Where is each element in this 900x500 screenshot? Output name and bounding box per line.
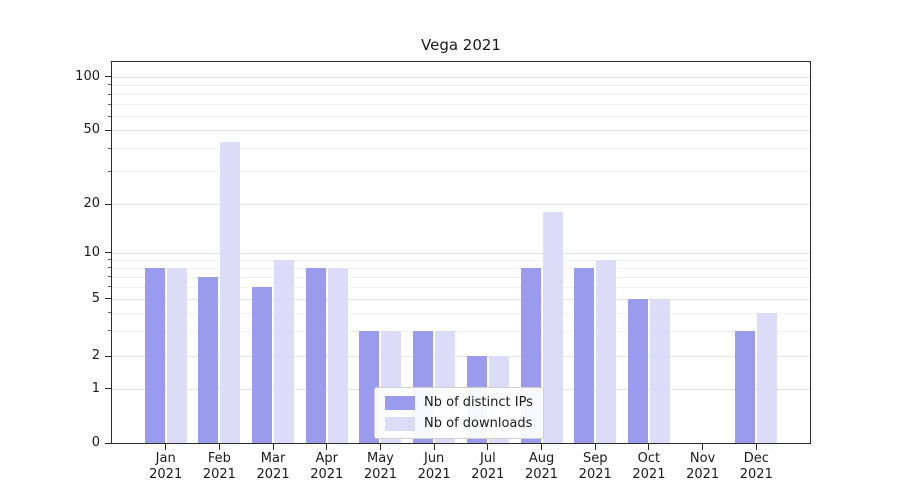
x-tick-label: Jun 2021 — [417, 451, 451, 482]
minor-gridline — [112, 312, 810, 314]
x-tick-label: May 2021 — [363, 451, 397, 482]
legend-swatch-distinct-ips — [385, 395, 415, 410]
y-tick-label: 5 — [91, 290, 100, 306]
minor-gridline — [112, 267, 810, 269]
x-tick-mark — [702, 444, 704, 450]
minor-gridline — [112, 84, 810, 86]
legend-swatch-downloads — [385, 416, 415, 431]
bar-downloads — [220, 142, 241, 443]
x-tick-label: Aug 2021 — [524, 451, 559, 482]
x-tick-mark — [594, 444, 596, 450]
legend-item: Nb of downloads — [385, 416, 533, 431]
y-tick-mark — [105, 355, 111, 357]
x-tick-mark — [648, 444, 650, 450]
legend: Nb of distinct IPs Nb of downloads — [374, 387, 544, 439]
x-tick-label: Oct 2021 — [632, 451, 666, 482]
x-tick-mark — [326, 444, 328, 450]
x-tick-label: Jan 2021 — [149, 451, 183, 482]
bar-distinct-ips — [627, 298, 648, 443]
x-tick-label: Sep 2021 — [578, 451, 612, 482]
x-tick-mark — [541, 444, 543, 450]
y-tick-mark — [105, 252, 111, 254]
minor-gridline — [112, 276, 810, 278]
bar-distinct-ips — [144, 267, 165, 443]
x-tick-mark — [433, 444, 435, 450]
y-minor-tick-mark — [108, 93, 111, 95]
minor-gridline — [112, 148, 810, 150]
bar-downloads — [274, 259, 295, 443]
bar-distinct-ips — [252, 286, 273, 443]
y-minor-tick-mark — [108, 267, 111, 269]
y-tick-label: 1 — [91, 380, 100, 396]
minor-gridline — [112, 286, 810, 288]
x-tick-mark — [755, 444, 757, 450]
y-minor-tick-mark — [108, 147, 111, 149]
x-tick-mark — [272, 444, 274, 450]
y-tick-label: 0 — [91, 435, 100, 450]
y-tick-label: 100 — [75, 68, 100, 84]
y-tick-mark — [105, 388, 111, 390]
y-minor-tick-mark — [108, 115, 111, 117]
y-minor-tick-mark — [108, 259, 111, 261]
x-tick-mark — [165, 444, 167, 450]
bar-downloads — [166, 267, 187, 443]
x-tick-label: Dec 2021 — [739, 451, 773, 482]
minor-gridline — [112, 94, 810, 96]
x-tick-label: Nov 2021 — [686, 451, 720, 482]
y-tick-mark — [105, 76, 111, 78]
x-tick-label: Jul 2021 — [471, 451, 505, 482]
major-gridline — [112, 356, 810, 358]
minor-gridline — [112, 171, 810, 173]
x-tick-mark — [379, 444, 381, 450]
y-minor-tick-mark — [108, 276, 111, 278]
y-tick-label: 50 — [83, 122, 100, 138]
y-minor-tick-mark — [108, 84, 111, 86]
y-tick-mark — [105, 442, 111, 444]
major-gridline — [112, 76, 810, 78]
bar-downloads — [649, 298, 670, 443]
y-tick-label: 2 — [91, 348, 100, 364]
y-tick-label: 10 — [83, 244, 100, 260]
y-tick-mark — [105, 129, 111, 131]
x-tick-label: Apr 2021 — [310, 451, 344, 482]
y-tick-mark — [105, 298, 111, 300]
major-gridline — [112, 252, 810, 254]
bar-downloads — [757, 312, 778, 443]
y-minor-tick-mark — [108, 330, 111, 332]
bar-distinct-ips — [305, 267, 326, 443]
bar-distinct-ips — [735, 330, 756, 443]
bar-distinct-ips — [574, 267, 595, 443]
x-tick-label: Feb 2021 — [202, 451, 236, 482]
minor-gridline — [112, 116, 810, 118]
bar-distinct-ips — [198, 276, 219, 443]
bar-downloads — [327, 267, 348, 443]
bar-downloads — [596, 259, 617, 443]
x-tick-label: Mar 2021 — [256, 451, 290, 482]
x-tick-mark — [487, 444, 489, 450]
major-gridline — [112, 298, 810, 300]
y-tick-mark — [105, 203, 111, 205]
chart-title: Vega 2021 — [421, 36, 501, 54]
x-tick-mark — [218, 444, 220, 450]
minor-gridline — [112, 330, 810, 332]
y-minor-tick-mark — [108, 312, 111, 314]
bar-downloads — [542, 211, 563, 443]
legend-label-distinct-ips: Nb of distinct IPs — [424, 395, 533, 410]
legend-item: Nb of distinct IPs — [385, 395, 533, 410]
minor-gridline — [112, 259, 810, 261]
y-tick-label: 20 — [83, 196, 100, 212]
y-minor-tick-mark — [108, 103, 111, 105]
major-gridline — [112, 204, 810, 206]
major-gridline — [112, 130, 810, 132]
y-minor-tick-mark — [108, 286, 111, 288]
legend-label-downloads: Nb of downloads — [424, 416, 533, 431]
y-minor-tick-mark — [108, 170, 111, 172]
minor-gridline — [112, 104, 810, 106]
